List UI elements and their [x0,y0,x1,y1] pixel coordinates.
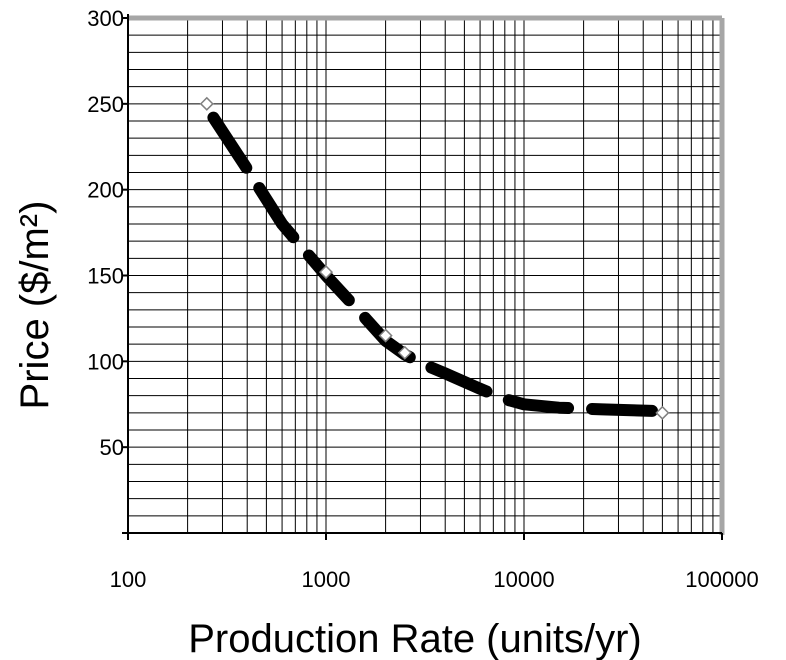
grid-lines [127,17,723,533]
x-tick-label: 10000 [493,567,554,592]
y-tick-label: 250 [87,92,124,117]
x-tick-label: 100000 [685,567,758,592]
x-axis-title: Production Rate (units/yr) [188,617,642,660]
x-tick-label: 100 [110,567,147,592]
price-curve-line [207,111,665,418]
plot-frame [128,15,725,535]
y-tick-label: 100 [87,349,124,374]
data-point-marker [378,328,393,343]
y-tick-label: 150 [87,264,124,289]
data-point-marker [318,265,334,280]
y-tick-label: 50 [100,435,124,460]
data-point-marker [655,405,670,420]
data-point-marker [397,345,412,360]
y-tick-label: 300 [87,6,124,31]
data-point-marker [199,96,214,111]
tick-labels: 100 1000 10000 100000 50 100 150 200 250 300 [87,6,758,592]
data-series [199,96,670,420]
y-axis-title: Price ($/m²) [13,201,57,410]
y-tick-label: 200 [87,178,124,203]
axes [122,14,723,540]
x-tick-label: 1000 [302,567,351,592]
